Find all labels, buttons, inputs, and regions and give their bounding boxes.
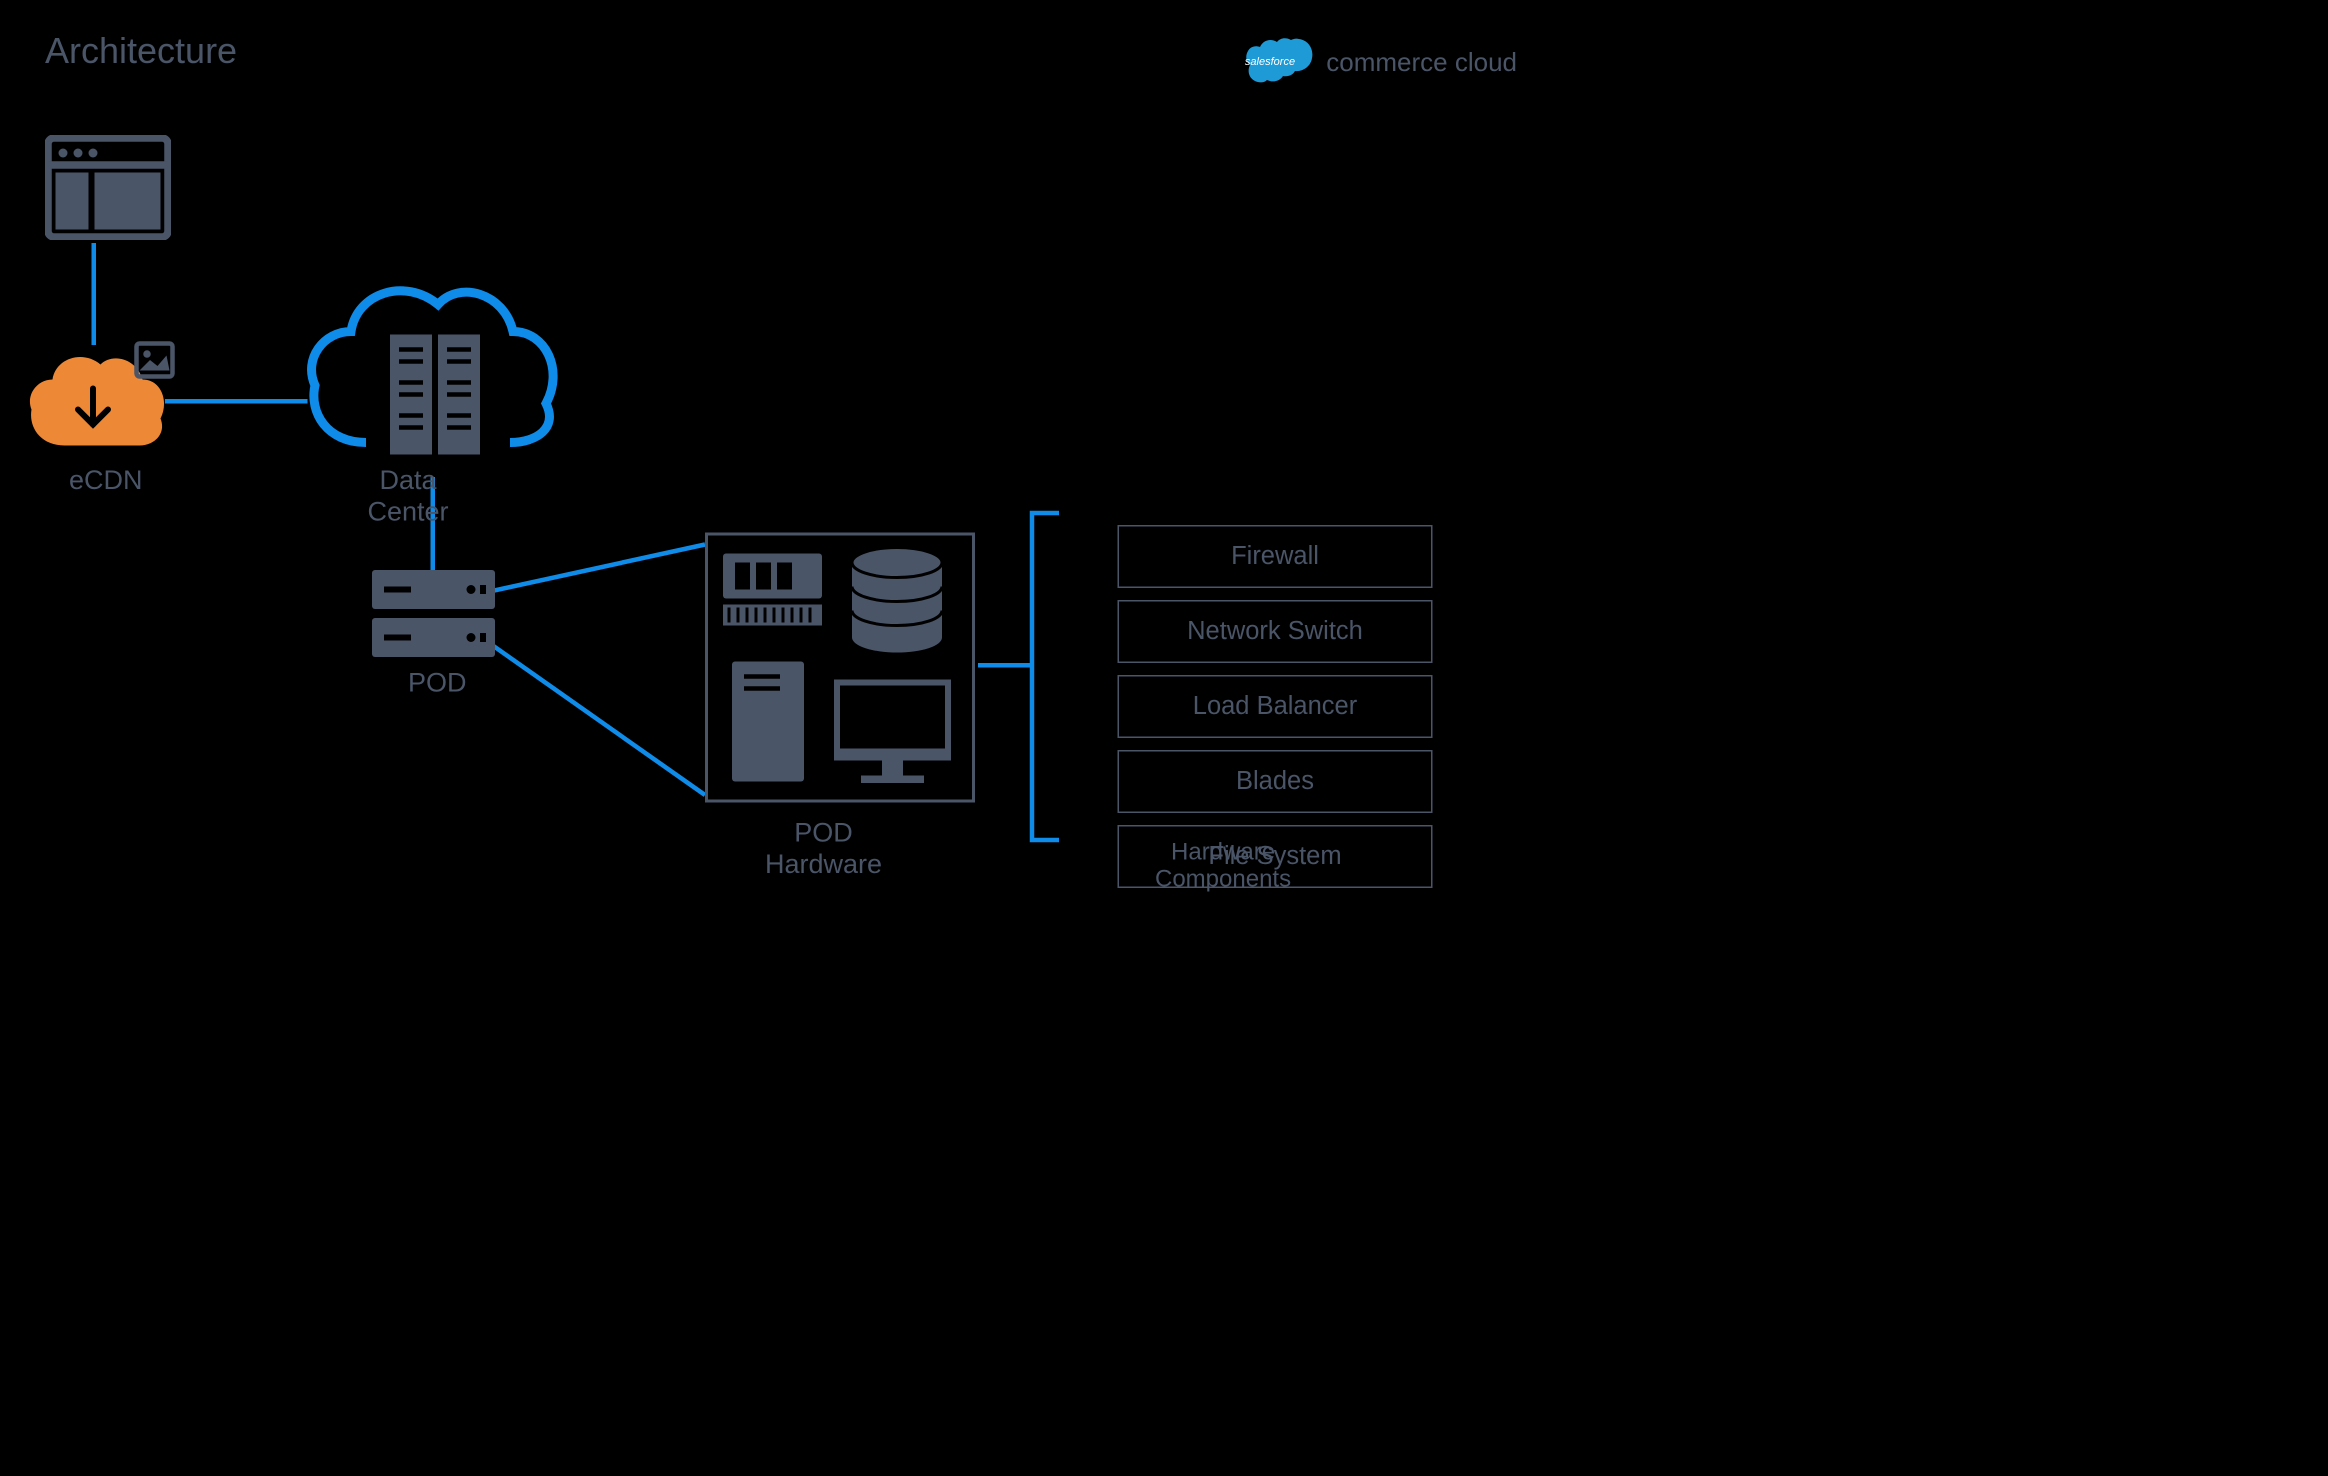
logo-product-text: commerce cloud xyxy=(1326,47,1517,78)
page-title: Architecture xyxy=(45,30,237,72)
ecdn-label: eCDN xyxy=(69,465,143,497)
hw-box-firewall: Firewall xyxy=(1118,525,1433,588)
datacenter-icon xyxy=(300,263,570,458)
hw-box-blades: Blades xyxy=(1118,750,1433,813)
datacenter-label: Data Center xyxy=(368,465,449,528)
edge-hw-bracket xyxy=(978,663,1032,668)
hw-components-title: Hardware Components xyxy=(1155,840,1291,894)
edge-pod-hw-top xyxy=(492,540,710,600)
edge-pod-hw-bottom xyxy=(492,642,710,804)
browser-icon xyxy=(45,135,171,240)
hw-box-network-switch: Network Switch xyxy=(1118,600,1433,663)
salesforce-cloud-icon: salesforce xyxy=(1238,35,1316,89)
hw-box-load-balancer: Load Balancer xyxy=(1118,675,1433,738)
ecdn-icon xyxy=(23,338,181,461)
pod-label: POD xyxy=(408,668,467,700)
pod-hardware-icon xyxy=(705,533,975,803)
edge-browser-ecdn xyxy=(92,243,97,345)
svg-text:salesforce: salesforce xyxy=(1245,56,1295,68)
edge-ecdn-datacenter xyxy=(165,399,308,404)
pod-icon xyxy=(372,570,495,657)
pod-hardware-label: POD Hardware xyxy=(765,818,882,881)
bracket xyxy=(1029,510,1065,843)
logo: salesforce commerce cloud xyxy=(1238,35,1517,89)
